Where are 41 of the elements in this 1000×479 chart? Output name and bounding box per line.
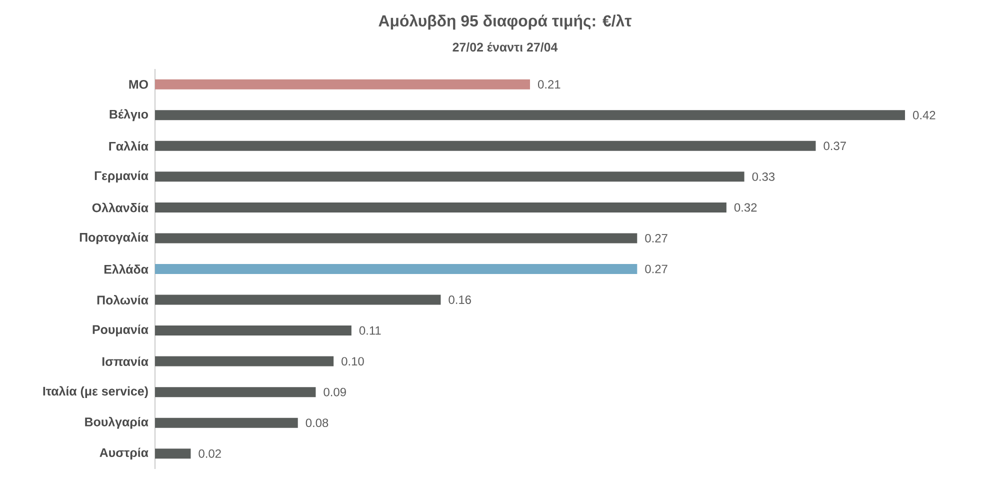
data-label: 0.16 <box>448 296 471 304</box>
chart-title: Αμόλυβδη 95 διαφορά τιμής: €/λτ <box>378 14 632 30</box>
y-tick-label: Βουλγαρία <box>85 416 148 429</box>
bar <box>155 387 316 398</box>
y-tick-label: Αυστρία <box>100 448 148 460</box>
data-label: 0.27 <box>645 264 668 274</box>
data-label: 0.21 <box>538 80 560 89</box>
data-label: 0.10 <box>342 357 364 366</box>
y-tick-label: Ελλάδα <box>104 264 148 274</box>
data-label: 0.32 <box>734 203 757 212</box>
y-tick-label: Ολλανδία <box>92 202 148 212</box>
y-tick-label: Ρουμανία <box>92 324 148 336</box>
bar <box>155 326 352 336</box>
bar <box>155 448 191 459</box>
data-label: 0.33 <box>752 172 775 181</box>
data-label: 0.08 <box>306 418 328 428</box>
y-tick-label: Γερμανία <box>94 170 148 183</box>
data-label: 0.27 <box>645 234 668 242</box>
bar <box>155 233 638 244</box>
data-label: 0.02 <box>198 449 221 458</box>
y-tick-label: Γαλλία <box>109 141 148 151</box>
data-label: 0.42 <box>912 110 936 120</box>
y-tick-label: Πολωνία <box>97 295 148 304</box>
bar <box>155 294 441 305</box>
data-label: 0.37 <box>824 142 846 150</box>
y-tick-label: Ισπανία <box>102 356 148 366</box>
bar <box>155 172 744 182</box>
data-label: 0.11 <box>359 326 381 335</box>
y-tick-label: Πορτογαλία <box>80 232 148 244</box>
bar <box>155 140 816 151</box>
y-tick-label: Ιταλία (με service) <box>43 386 148 398</box>
bar <box>155 79 530 90</box>
data-label: 0.09 <box>324 388 346 396</box>
bar <box>155 356 334 366</box>
y-tick-label: Βέλγιο <box>110 109 148 122</box>
bar <box>155 418 298 428</box>
bar <box>155 264 638 274</box>
chart-subtitle: 27/02 έναντι 27/04 <box>452 42 558 52</box>
y-tick-label: ΜΟ <box>129 80 148 89</box>
bar <box>155 202 726 212</box>
bar <box>155 110 906 120</box>
